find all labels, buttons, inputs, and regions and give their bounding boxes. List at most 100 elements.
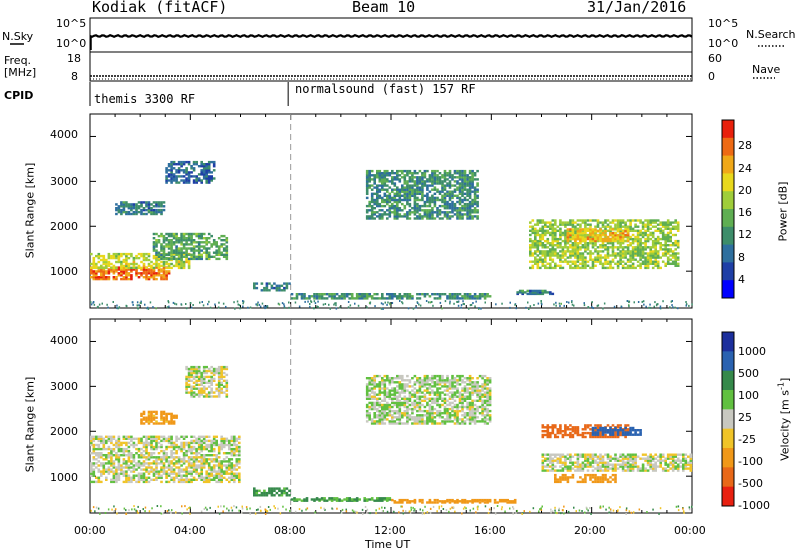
- velocity-cell: [92, 462, 96, 465]
- velocity-cell: [383, 391, 387, 394]
- velocity-cell: [233, 439, 236, 443]
- velocity-cell: [391, 397, 394, 400]
- power-cell: [162, 245, 166, 248]
- power-cell: [403, 215, 407, 218]
- power-cell: [456, 213, 459, 216]
- power-cell: [418, 180, 422, 183]
- power-noise: [137, 307, 139, 310]
- velocity-cell: [388, 409, 392, 413]
- velocity-cell: [162, 472, 166, 475]
- power-cell: [599, 256, 602, 259]
- power-noise: [357, 304, 360, 307]
- power-cell: [466, 176, 469, 179]
- power-cell: [197, 247, 201, 250]
- velocity-cell: [197, 387, 201, 390]
- velocity-cell: [160, 462, 163, 465]
- power-cell: [212, 255, 216, 258]
- velocity-cell: [378, 387, 382, 390]
- power-cell: [150, 203, 153, 206]
- power-cell: [388, 297, 392, 300]
- velocity-cell: [145, 462, 148, 465]
- power-cell: [122, 268, 126, 271]
- velocity-cell: [110, 447, 113, 451]
- velocity-cell: [162, 420, 166, 423]
- power-cell: [443, 172, 447, 175]
- velocity-cell: [115, 445, 118, 449]
- power-cell: [541, 262, 545, 265]
- power-cell: [458, 207, 462, 210]
- power-cell: [579, 256, 582, 259]
- power-cell: [531, 244, 535, 247]
- power-cell: [426, 178, 429, 181]
- velocity-cell: [190, 458, 193, 461]
- velocity-cell: [155, 458, 158, 461]
- power-cell: [621, 252, 625, 255]
- velocity-cell: [368, 412, 371, 415]
- power-cell: [621, 230, 625, 233]
- velocity-cell: [197, 375, 201, 379]
- velocity-cell: [383, 403, 387, 407]
- power-cell: [423, 211, 427, 214]
- power-cell: [646, 266, 650, 270]
- velocity-cell: [205, 369, 208, 373]
- power-cell: [197, 251, 201, 254]
- velocity-cell: [147, 437, 151, 440]
- velocity-cell: [97, 443, 101, 447]
- power-cell: [584, 256, 587, 259]
- power-cell: [423, 169, 427, 173]
- velocity-cell: [228, 441, 231, 445]
- velocity-cell: [115, 474, 118, 477]
- power-cell: [127, 205, 131, 208]
- velocity-cell: [192, 395, 196, 398]
- power-cell: [591, 228, 595, 231]
- velocity-cell: [180, 464, 183, 467]
- power-cell: [646, 223, 650, 226]
- velocity-cell: [335, 497, 339, 500]
- power-cell: [666, 250, 670, 253]
- power-cell: [187, 253, 191, 256]
- power-noise: [149, 301, 152, 304]
- power-cell: [185, 169, 188, 172]
- power-cell: [275, 284, 279, 287]
- power-cell: [393, 176, 397, 179]
- power-cell: [536, 233, 540, 237]
- velocity-cell: [305, 499, 309, 502]
- power-cell: [589, 258, 592, 261]
- power-cell: [195, 175, 198, 178]
- power-cell: [471, 180, 474, 183]
- power-noise: [234, 307, 236, 310]
- velocity-cell: [187, 391, 191, 394]
- power-cell: [614, 232, 617, 235]
- velocity-cell: [222, 367, 226, 371]
- power-cell: [408, 295, 412, 298]
- power-noise: [412, 307, 415, 310]
- power-noise: [277, 302, 280, 305]
- power-noise: [382, 303, 384, 306]
- velocity-cell: [117, 437, 121, 440]
- power-cell: [120, 274, 123, 277]
- velocity-cell: [388, 377, 392, 380]
- power-cell: [300, 297, 304, 300]
- power-cell: [441, 182, 444, 185]
- power-cell: [170, 169, 173, 172]
- velocity-cell: [102, 470, 106, 473]
- power-cell: [192, 241, 196, 244]
- power-cell: [569, 228, 572, 231]
- power-cell: [155, 277, 158, 281]
- power-cell: [175, 249, 178, 252]
- velocity-cell: [170, 456, 173, 459]
- power-cell: [110, 254, 113, 258]
- velocity-cell: [152, 470, 156, 473]
- power-cell: [636, 237, 640, 241]
- velocity-cell: [378, 403, 382, 407]
- velocity-cell: [165, 447, 168, 451]
- velocity-cell: [396, 401, 399, 405]
- velocity-cell: [90, 462, 93, 465]
- power-cell: [370, 200, 374, 204]
- power-cell: [591, 239, 595, 243]
- power-cell: [157, 266, 161, 270]
- velocity-cell: [210, 365, 213, 369]
- velocity-cell: [303, 498, 306, 501]
- power-cell: [127, 256, 131, 260]
- power-cell: [539, 239, 542, 243]
